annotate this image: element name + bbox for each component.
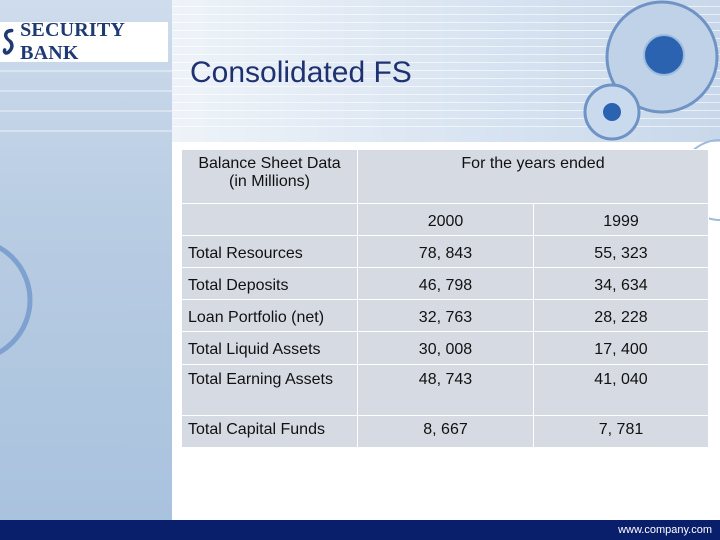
large-dot-circle — [643, 34, 685, 76]
value-1999: 34, 634 — [533, 267, 709, 300]
value-2000: 32, 763 — [357, 299, 534, 332]
balance-sheet-table: Balance Sheet Data (in Millions) For the… — [181, 149, 709, 448]
row-label: Total Capital Funds — [181, 415, 358, 448]
value-1999: 28, 228 — [533, 299, 709, 332]
value-1999: 17, 400 — [533, 331, 709, 365]
table-year-row: 2000 1999 — [181, 203, 709, 236]
header-empty-cell — [181, 203, 358, 236]
left-ring-circle — [0, 245, 33, 355]
table-row: Total Resources 78, 843 55, 323 — [181, 235, 709, 268]
value-1999: 55, 323 — [533, 235, 709, 268]
row-label: Total Resources — [181, 235, 358, 268]
table-row: Total Capital Funds 8, 667 7, 781 — [181, 415, 709, 448]
row-label: Total Deposits — [181, 267, 358, 300]
table-row: Total Liquid Assets 30, 008 17, 400 — [181, 331, 709, 365]
value-1999: 41, 040 — [533, 364, 709, 416]
brand-name: SECURITY BANK — [20, 19, 125, 64]
left-decor-strip — [0, 0, 172, 520]
value-1999: 7, 781 — [533, 415, 709, 448]
row-label: Total Earning Assets — [181, 364, 358, 416]
table-row: Total Earning Assets 48, 743 41, 040 — [181, 364, 709, 416]
security-bank-emblem-icon — [2, 28, 14, 55]
value-2000: 30, 008 — [357, 331, 534, 365]
table-row: Total Deposits 46, 798 34, 634 — [181, 267, 709, 300]
footer-bar — [0, 520, 720, 540]
decorative-circles — [0, 0, 720, 355]
row-label: Loan Portfolio (net) — [181, 299, 358, 332]
header-years-ended: For the years ended — [357, 149, 709, 204]
table-header-row: Balance Sheet Data (in Millions) For the… — [181, 149, 709, 204]
table-row: Loan Portfolio (net) 32, 763 28, 228 — [181, 299, 709, 332]
row-label: Total Liquid Assets — [181, 331, 358, 365]
value-2000: 78, 843 — [357, 235, 534, 268]
footer-url: www.company.com — [618, 524, 712, 536]
value-2000: 8, 667 — [357, 415, 534, 448]
small-dot-circle — [603, 103, 621, 121]
value-2000: 46, 798 — [357, 267, 534, 300]
header-year-2000: 2000 — [357, 203, 534, 236]
header-year-1999: 1999 — [533, 203, 709, 236]
brand-logo: SECURITY BANK — [0, 19, 168, 64]
page-title: Consolidated FS — [190, 56, 412, 89]
header-balance-sheet: Balance Sheet Data (in Millions) — [181, 149, 358, 204]
value-2000: 48, 743 — [357, 364, 534, 416]
